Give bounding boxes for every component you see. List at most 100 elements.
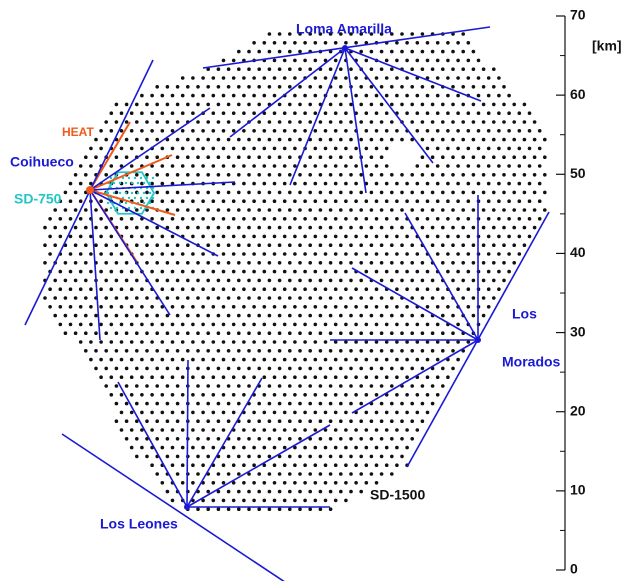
detector (129, 287, 134, 292)
detector (390, 173, 394, 177)
detector (323, 76, 328, 80)
detector (369, 85, 374, 89)
detector (451, 349, 455, 353)
detector (522, 190, 527, 195)
detector (135, 120, 139, 124)
detector (339, 454, 343, 459)
detector (257, 331, 262, 336)
detector (277, 137, 282, 142)
detector (277, 155, 282, 159)
detector (180, 357, 185, 362)
detector (231, 234, 236, 239)
detector (180, 129, 185, 133)
detector (323, 463, 328, 468)
detector (344, 146, 348, 151)
detector (527, 234, 532, 239)
detector (119, 252, 124, 256)
detector (328, 155, 333, 159)
detector (231, 498, 236, 503)
detector (237, 225, 241, 230)
detector (400, 454, 404, 459)
detector (196, 384, 200, 388)
detector (364, 146, 369, 151)
detector (333, 234, 338, 239)
detector (298, 454, 302, 459)
detector (155, 190, 159, 195)
detector (242, 357, 246, 362)
detector (323, 129, 328, 133)
detector (349, 331, 353, 336)
detector (344, 445, 348, 450)
detector (150, 428, 154, 432)
detector (303, 357, 307, 362)
detector (231, 287, 236, 292)
detector (425, 164, 430, 168)
detector (201, 93, 205, 98)
detector (476, 76, 481, 80)
detector (522, 155, 527, 159)
detector (466, 252, 471, 256)
detector (293, 217, 297, 221)
detector (364, 217, 369, 221)
detector (451, 225, 455, 230)
detector (221, 269, 226, 274)
detector (395, 410, 399, 415)
detector (481, 313, 486, 318)
detector (247, 190, 251, 195)
detector (43, 261, 47, 265)
sd750-detector (142, 181, 146, 185)
detector (272, 445, 277, 450)
detector (221, 375, 226, 380)
detector (344, 393, 348, 397)
detector (252, 181, 256, 186)
detector (206, 349, 210, 353)
detector (165, 261, 170, 265)
detector (502, 155, 506, 159)
detector (94, 349, 98, 353)
detector (170, 164, 175, 168)
detector (308, 208, 313, 212)
detector (272, 340, 277, 344)
detector (160, 181, 165, 186)
detector (104, 349, 108, 353)
detector (344, 111, 348, 115)
detector (425, 129, 430, 133)
detector (410, 313, 415, 318)
detector (257, 296, 262, 300)
detector (135, 173, 139, 177)
detector (379, 366, 384, 371)
detector (155, 173, 159, 177)
detector (339, 155, 343, 159)
detector (73, 278, 78, 283)
detector (221, 357, 226, 362)
detector (323, 58, 328, 63)
site-label: HEAT (62, 125, 94, 139)
detector (267, 507, 272, 512)
detector (308, 32, 313, 36)
detector (135, 225, 139, 230)
detector (410, 243, 415, 247)
detector (99, 129, 103, 133)
detector (104, 120, 108, 124)
detector (216, 225, 221, 230)
detector (400, 208, 404, 212)
detector (522, 173, 527, 177)
detector (359, 366, 364, 371)
detector (379, 454, 384, 459)
detector (231, 322, 236, 327)
detector (242, 498, 246, 503)
detector (186, 243, 190, 247)
detector (537, 217, 542, 221)
detector (206, 225, 210, 230)
detector (226, 137, 231, 142)
detector (272, 181, 277, 186)
detector (522, 120, 527, 124)
detector (272, 41, 277, 45)
detector (237, 120, 241, 124)
detector (109, 234, 114, 239)
detector (252, 445, 256, 450)
detector (384, 199, 389, 203)
detector (135, 296, 139, 300)
detector (293, 129, 297, 133)
sd750-detector (115, 206, 119, 210)
